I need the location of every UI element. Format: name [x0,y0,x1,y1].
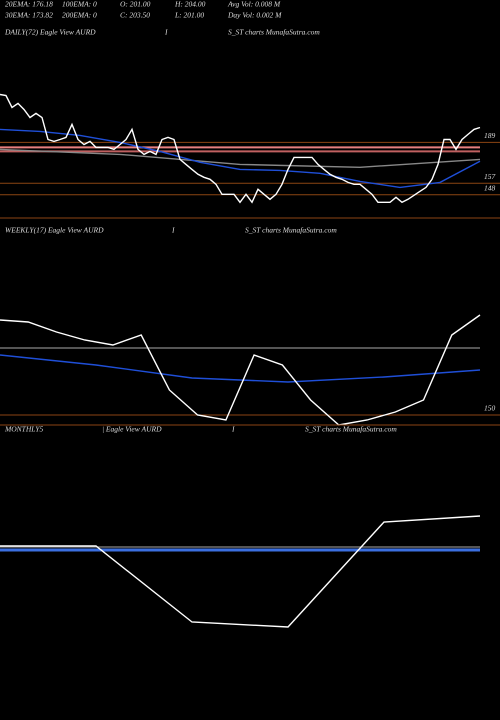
panel-title: | Eagle View AURD [102,425,162,434]
panel-title: S_ST charts MunafaSutra.com [245,226,337,235]
series-line [0,93,481,204]
series-line [0,515,481,628]
panel-title: I [171,226,175,235]
stat-text: O: 201.00 [120,0,151,9]
series-line [0,148,481,169]
stat-text: 30EMA: 173.82 [4,11,53,20]
stat-text: 20EMA: 176.18 [5,0,53,9]
level-label: 150 [484,404,496,413]
series-line [0,314,481,426]
stat-text: H: 204.00 [174,0,206,9]
stat-text: C: 203.50 [120,11,150,20]
panel-title: DAILY(72) Eagle View AURD [4,28,96,37]
level-label: 157 [484,172,496,181]
panel-title: S_ST charts MunafaSutra.com [228,28,320,37]
panel-title: WEEKLY(17) Eagle View AURD [5,226,104,235]
stat-text: Day Vol: 0.002 M [227,11,282,20]
panel-title: I [164,28,168,37]
level-label: 148 [484,183,496,192]
series-line [0,128,481,189]
level-label: 189 [484,131,496,140]
panel-title: S_ST charts MunafaSutra.com [305,425,397,434]
stat-text: 100EMA: 0 [62,0,97,9]
panel-title: MONTHLY5 [4,425,43,434]
stat-text: Avg Vol: 0.008 M [227,0,281,9]
panel-title: I [231,425,235,434]
stat-text: 200EMA: 0 [62,11,97,20]
series-line [0,354,481,383]
stat-text: L: 201.00 [174,11,204,20]
